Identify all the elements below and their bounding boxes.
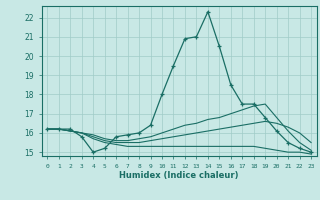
X-axis label: Humidex (Indice chaleur): Humidex (Indice chaleur): [119, 171, 239, 180]
